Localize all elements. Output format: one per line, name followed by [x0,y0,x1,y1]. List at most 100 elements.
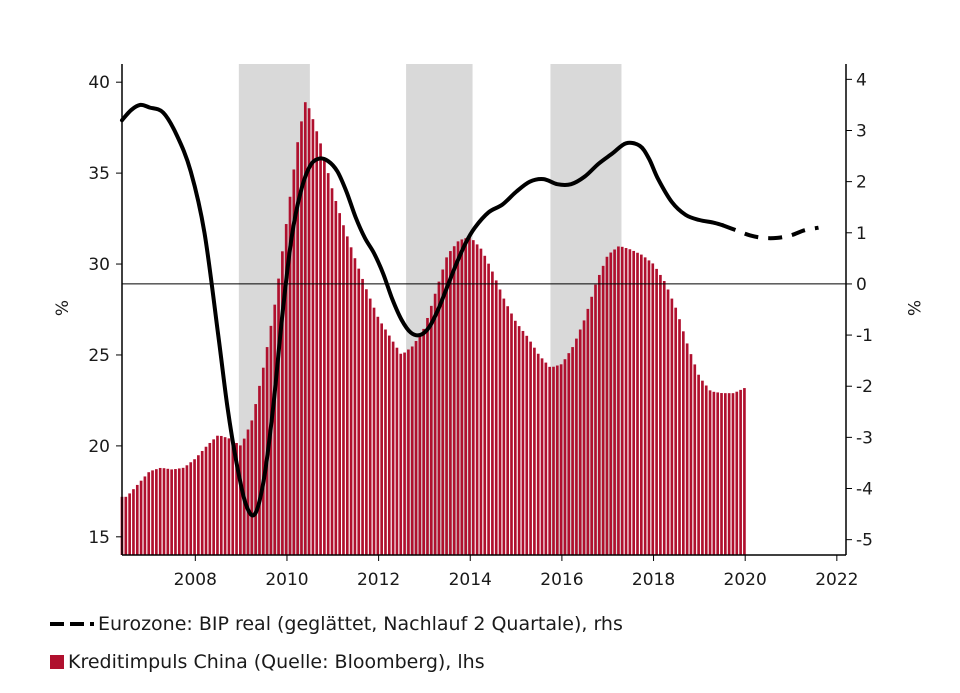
right-tick-label-2: 2 [856,173,867,193]
bar-140 [655,268,658,555]
x-tick-label-2010: 2010 [265,570,308,590]
bar-68 [380,323,383,555]
bar-128 [609,252,613,555]
bar-96 [487,263,490,555]
bar-78 [418,334,422,555]
bar-143 [666,289,670,555]
axes: 15 20 25 30 35 40 -5 -4 -3 -2 -1 0 1 2 3 4 2008 2010 2012 2… [88,64,873,590]
bar-134 [632,250,636,555]
bar-37 [261,367,265,555]
bar-61 [353,258,357,555]
bar-53 [323,157,326,555]
bar-28 [227,438,231,555]
legend-bar-swatch [50,655,64,669]
bar-109 [536,353,540,555]
right-tick-label--3: -3 [856,428,873,448]
bar-80 [426,317,429,555]
bar-83 [437,281,441,555]
bar-141 [659,274,662,555]
bar-148 [685,343,689,555]
bar-67 [376,316,380,555]
right-tick-label-1: 1 [856,224,867,244]
bar-89 [460,239,464,555]
bar-86 [449,251,452,555]
bar-52 [319,143,322,556]
x-tick-label-2022: 2022 [815,570,858,590]
bar-136 [639,254,643,555]
bar-157 [720,393,723,555]
left-tick-label-35: 35 [88,164,110,184]
bar-66 [372,307,376,555]
bar-126 [601,265,605,555]
bar-56 [334,200,338,555]
right-tick-label--2: -2 [856,377,873,397]
bar-131 [620,246,624,556]
bar-10 [158,467,162,555]
bar-145 [674,307,678,555]
bar-25 [216,435,219,555]
bar-60 [349,247,353,555]
bar-110 [540,358,544,555]
left-axis-label: % [53,300,73,316]
bar-90 [464,238,468,555]
bar-70 [387,335,391,555]
x-tick-label-2020: 2020 [724,570,767,590]
bar-159 [727,393,731,555]
bar-2 [128,493,131,555]
bar-42 [281,251,284,555]
bar-117 [567,353,571,555]
bar-49 [307,108,311,556]
x-tick-label-2008: 2008 [174,570,217,590]
legend-label-eurozone: Eurozone: BIP real (geglättet, Nachlauf … [98,613,623,635]
bar-102 [510,313,513,555]
bar-11 [162,468,166,555]
bar-29 [231,440,235,555]
bar-150 [693,364,697,555]
bar-111 [544,362,548,555]
bar-45 [292,169,296,556]
bar-44 [288,196,292,556]
eurozone-line [120,102,725,518]
bar-93 [475,244,479,555]
bar-156 [716,392,720,555]
bar-18 [189,462,193,555]
bar-158 [723,393,727,555]
bar-79 [422,328,426,555]
right-tick-label-0: 0 [856,275,867,295]
bar-20 [197,455,200,555]
bar-30 [235,442,238,555]
bar-76 [410,346,414,555]
bar-9 [155,469,158,555]
bar-151 [697,374,700,555]
bar-40 [273,304,277,555]
right-tick-label--4: -4 [856,480,873,500]
bar-35 [254,404,257,555]
bar-115 [559,364,563,555]
bar-123 [590,296,594,555]
bar-54 [326,173,330,555]
left-tick-label-25: 25 [88,346,110,366]
bar-64 [365,289,368,555]
bar-41 [277,278,280,555]
bar-77 [414,341,418,555]
bar-133 [628,249,632,556]
legend-label-china: Kreditimpuls China (Quelle: Bloomberg), … [68,651,485,673]
bar-series [120,102,746,556]
bar-97 [491,271,494,555]
bar-14 [174,469,177,555]
bar-108 [533,347,536,555]
bar-69 [384,329,387,555]
bar-16 [181,467,185,555]
left-tick-label-15: 15 [88,528,110,548]
bar-59 [345,236,349,555]
bar-23 [208,442,212,555]
legend-item-china: Kreditimpuls China (Quelle: Bloomberg), … [50,651,485,673]
bar-5 [139,480,143,555]
bar-125 [597,274,601,555]
bar-106 [525,335,529,555]
bar-91 [468,237,471,556]
bar-162 [739,389,742,555]
bar-103 [513,320,517,555]
bar-88 [456,241,460,555]
bar-50 [311,119,315,555]
